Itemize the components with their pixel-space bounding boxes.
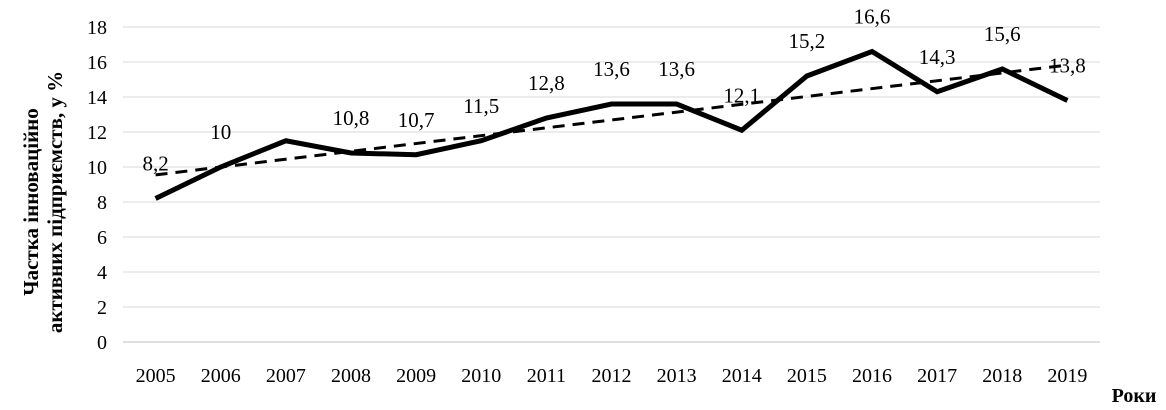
x-tick-label: 2008 — [331, 365, 371, 387]
x-tick-label: 2014 — [722, 365, 762, 387]
data-label: 12,8 — [528, 71, 565, 95]
data-label: 10 — [210, 120, 231, 144]
data-label: 13,6 — [593, 57, 630, 81]
x-tick-label: 2011 — [527, 365, 566, 387]
x-tick-label: 2013 — [657, 365, 697, 387]
x-tick-label: 2009 — [396, 365, 436, 387]
y-tick-label: 6 — [97, 227, 107, 249]
data-label: 15,6 — [984, 22, 1021, 46]
x-tick-label: 2019 — [1047, 365, 1087, 387]
grid — [123, 26, 1100, 343]
y-tick-label: 0 — [97, 332, 107, 354]
x-axis-ticks: 2005 2006 2007 2008 2009 2010 2011 2012 2013 2014… — [136, 365, 1088, 387]
y-axis-label-line-2: активних підприємств, у % — [43, 71, 67, 333]
y-tick-label: 10 — [87, 157, 107, 179]
x-axis-label: Роки — [1112, 385, 1157, 407]
data-label: 10,7 — [398, 108, 435, 132]
y-tick-label: 2 — [97, 297, 107, 319]
x-tick-label: 2010 — [461, 365, 501, 387]
y-tick-label: 12 — [87, 122, 107, 144]
x-tick-label: 2005 — [136, 365, 176, 387]
trendline — [155, 63, 1068, 177]
data-label: 13,6 — [658, 57, 695, 81]
data-label: 16,6 — [854, 5, 891, 29]
y-tick-label: 14 — [87, 87, 107, 109]
x-tick-label: 2018 — [982, 365, 1022, 387]
data-label: 11,5 — [463, 94, 499, 118]
trendline-line — [155, 63, 1068, 177]
data-label: 12,1 — [723, 83, 760, 107]
series-path — [154, 48, 1069, 201]
x-tick-label: 2007 — [266, 365, 306, 387]
data-label: 8,2 — [142, 152, 168, 176]
y-tick-label: 16 — [87, 52, 107, 74]
y-tick-label: 4 — [97, 262, 107, 284]
data-label: 13,8 — [1049, 54, 1086, 78]
data-label: 14,3 — [919, 45, 956, 69]
x-tick-label: 2017 — [917, 365, 957, 387]
series-line — [154, 48, 1069, 201]
y-tick-label: 8 — [97, 192, 107, 214]
x-tick-label: 2012 — [592, 365, 632, 387]
x-tick-label: 2006 — [201, 365, 241, 387]
data-labels: 8,2 10 10,8 10,7 11,5 12,8 13,6 13,6 12,1 15,2 16,… — [142, 5, 1085, 176]
x-tick-label: 2016 — [852, 365, 892, 387]
y-axis-label-line-1: Частка інноваційно — [19, 108, 43, 296]
x-tick-label: 2015 — [787, 365, 827, 387]
data-label: 15,2 — [789, 29, 826, 53]
data-label: 10,8 — [333, 106, 370, 130]
y-tick-label: 18 — [87, 17, 107, 39]
y-axis-ticks: 0 2 4 6 8 10 12 14 16 18 — [87, 17, 107, 354]
